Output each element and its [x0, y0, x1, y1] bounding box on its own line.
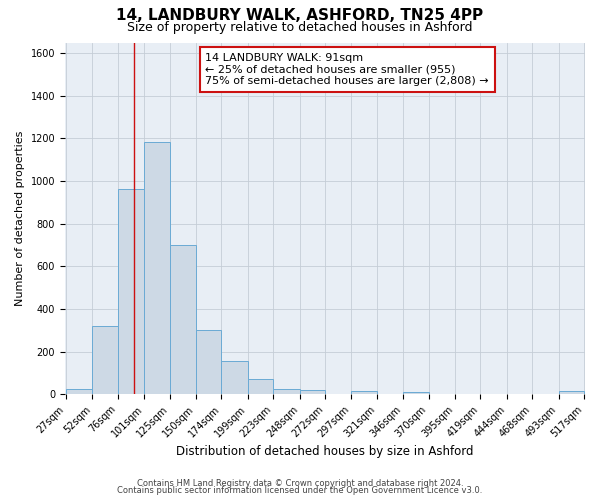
Bar — [118, 188, 144, 394]
X-axis label: Distribution of detached houses by size in Ashford: Distribution of detached houses by size … — [176, 444, 474, 458]
Bar — [170, 245, 196, 394]
Text: Size of property relative to detached houses in Ashford: Size of property relative to detached ho… — [127, 21, 473, 34]
Y-axis label: Number of detached properties: Number of detached properties — [15, 130, 25, 306]
Bar — [221, 361, 248, 394]
Bar — [559, 391, 584, 394]
Bar — [144, 142, 170, 394]
Bar — [299, 390, 325, 394]
Bar — [273, 389, 299, 394]
Text: Contains HM Land Registry data © Crown copyright and database right 2024.: Contains HM Land Registry data © Crown c… — [137, 478, 463, 488]
Bar — [196, 330, 221, 394]
Bar — [403, 392, 428, 394]
Bar — [66, 389, 92, 394]
Bar — [92, 326, 118, 394]
Bar — [352, 391, 377, 394]
Bar — [248, 380, 273, 394]
Text: 14, LANDBURY WALK, ASHFORD, TN25 4PP: 14, LANDBURY WALK, ASHFORD, TN25 4PP — [116, 8, 484, 22]
Text: Contains public sector information licensed under the Open Government Licence v3: Contains public sector information licen… — [118, 486, 482, 495]
Text: 14 LANDBURY WALK: 91sqm
← 25% of detached houses are smaller (955)
75% of semi-d: 14 LANDBURY WALK: 91sqm ← 25% of detache… — [205, 53, 489, 86]
